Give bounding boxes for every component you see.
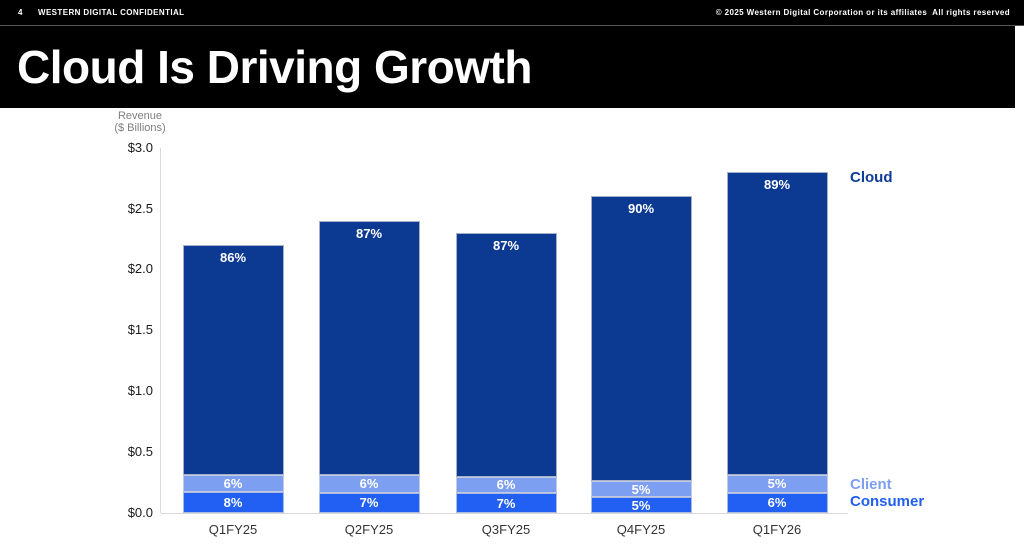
bar-segment-cloud-Q3FY25: 87% xyxy=(455,232,557,477)
y-tick-label: $0.0 xyxy=(127,505,153,520)
y-axis-title: Revenue ($ Billions) xyxy=(100,110,180,134)
segment-percentage-label: 6% xyxy=(359,476,379,492)
segment-percentage-label: 7% xyxy=(496,495,516,511)
segment-percentage-label: 86% xyxy=(219,249,247,265)
x-axis-label-Q4FY25: Q4FY25 xyxy=(616,522,666,537)
copyright-text: © 2025 Western Digital Corporation or it… xyxy=(715,8,1010,17)
y-axis-title-line2: ($ Billions) xyxy=(114,122,166,134)
title-banner: Cloud Is Driving Growth xyxy=(0,26,1015,108)
y-axis-line xyxy=(160,148,161,513)
legend-label-cloud: Cloud xyxy=(850,169,893,186)
y-axis-title-line1: Revenue xyxy=(117,110,163,122)
segment-percentage-label: 6% xyxy=(496,477,516,493)
bar-segment-consumer-Q2FY25: 7% xyxy=(318,492,420,513)
bar-segment-cloud-Q2FY25: 87% xyxy=(318,220,420,475)
y-tick-label: $3.0 xyxy=(127,139,153,155)
bar-segment-consumer-Q4FY25: 5% xyxy=(590,497,692,513)
segment-percentage-label: 6% xyxy=(223,476,243,492)
segment-percentage-label: 5% xyxy=(631,481,651,497)
bar-segment-consumer-Q1FY25: 8% xyxy=(182,491,284,513)
x-axis-label-Q2FY25: Q2FY25 xyxy=(344,522,394,537)
bar-segment-client-Q4FY25: 5% xyxy=(590,481,692,498)
header-divider xyxy=(0,25,1024,26)
x-axis-label-Q1FY25: Q1FY25 xyxy=(208,522,258,537)
bar-segment-client-Q3FY25: 6% xyxy=(455,476,557,494)
bar-segment-cloud-Q4FY25: 90% xyxy=(590,196,692,482)
bar-segment-client-Q1FY25: 6% xyxy=(182,475,284,492)
segment-percentage-label: 6% xyxy=(767,495,787,511)
x-axis-label-Q3FY25: Q3FY25 xyxy=(481,522,531,537)
page-number: 4 xyxy=(18,8,23,17)
confidential-strip: 4 WESTERN DIGITAL CONFIDENTIAL © 2025 We… xyxy=(0,0,1024,25)
legend-label-client: Client xyxy=(850,476,892,493)
segment-percentage-label: 89% xyxy=(763,176,791,192)
page-title: Cloud Is Driving Growth xyxy=(17,41,532,93)
segment-percentage-label: 5% xyxy=(767,476,787,492)
segment-percentage-label: 5% xyxy=(631,497,651,513)
bar-segment-cloud-Q1FY25: 86% xyxy=(182,244,284,476)
y-tick-label: $2.0 xyxy=(127,261,153,277)
bar-segment-cloud-Q1FY26: 89% xyxy=(726,171,828,476)
segment-percentage-label: 87% xyxy=(355,225,383,241)
y-tick-label: $1.0 xyxy=(127,383,153,399)
segment-percentage-label: 7% xyxy=(359,495,379,511)
segment-percentage-label: 90% xyxy=(627,201,655,217)
confidential-label: WESTERN DIGITAL CONFIDENTIAL xyxy=(38,8,185,17)
segment-percentage-label: 87% xyxy=(492,237,520,253)
x-axis-label-Q1FY26: Q1FY26 xyxy=(752,522,802,537)
y-tick-label: $0.5 xyxy=(127,444,153,460)
bar-segment-client-Q2FY25: 6% xyxy=(318,474,420,493)
bar-segment-consumer-Q1FY26: 6% xyxy=(726,492,828,513)
x-axis-line xyxy=(161,513,848,514)
y-tick-label: $1.5 xyxy=(127,322,153,338)
legend-label-consumer: Consumer xyxy=(850,493,925,510)
segment-percentage-label: 8% xyxy=(223,494,243,510)
bar-segment-consumer-Q3FY25: 7% xyxy=(455,493,557,513)
bar-segment-client-Q1FY26: 5% xyxy=(726,475,828,493)
y-tick-label: $2.5 xyxy=(127,200,153,216)
